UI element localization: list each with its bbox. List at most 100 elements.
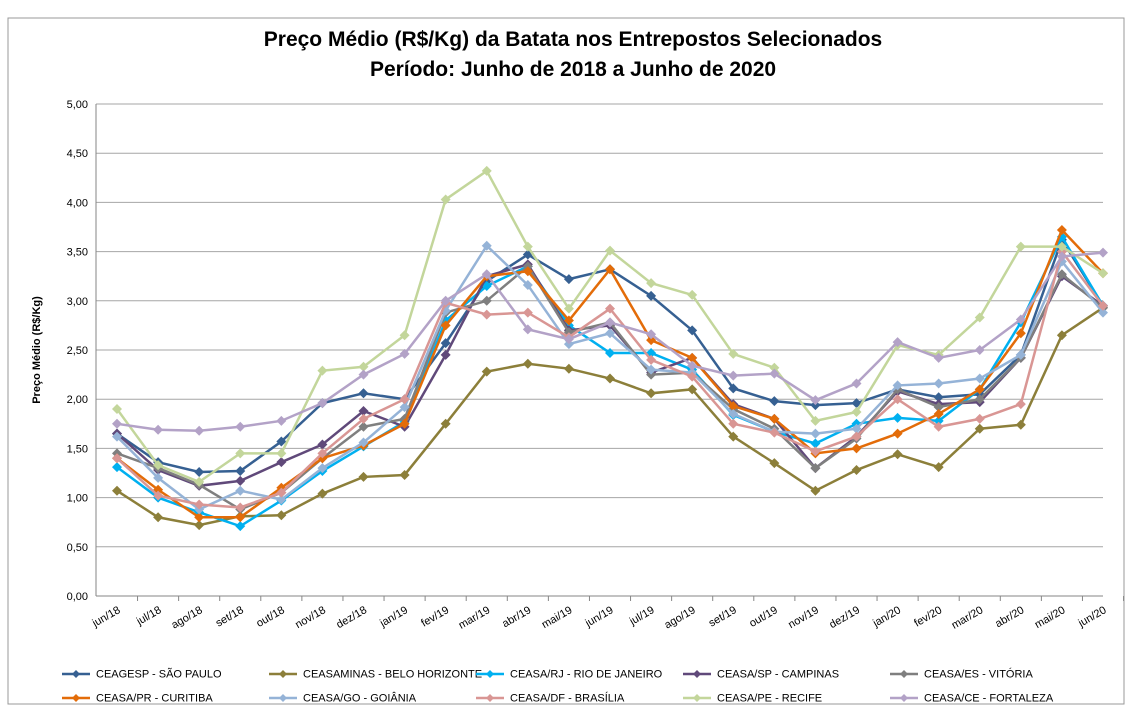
series-marker (194, 425, 205, 436)
series-marker (646, 329, 657, 340)
series-marker (522, 324, 533, 335)
legend-label: CEAGESP - SÃO PAULO (96, 668, 222, 681)
series-marker (605, 317, 615, 328)
series-marker (810, 446, 821, 457)
chart-title: Preço Médio (R$/Kg) da Batata nos Entrep… (264, 28, 882, 51)
series-marker (1056, 241, 1067, 252)
series-marker (194, 467, 205, 478)
legend-marker (486, 694, 494, 702)
series-marker (112, 462, 122, 473)
series-marker (933, 421, 944, 432)
series-marker (646, 388, 657, 399)
series-marker (1098, 300, 1108, 311)
series-marker (1015, 419, 1026, 430)
legend-label: CEASA/RJ - RIO DE JANEIRO (510, 669, 663, 681)
series-marker (399, 394, 410, 405)
legend-label: CEASA/ES - VITÓRIA (924, 668, 1033, 681)
series-marker (605, 245, 615, 256)
series-marker (235, 475, 246, 486)
series-marker (851, 431, 862, 442)
series-marker (440, 349, 451, 360)
y-tick-label: 0,00 (67, 591, 88, 603)
y-tick-label: 3,00 (67, 296, 88, 308)
legend-label: CEASA/SP - CAMPINAS (717, 669, 839, 681)
series-marker (440, 418, 451, 429)
series-marker (399, 402, 410, 413)
series-marker (687, 289, 698, 300)
y-tick-label: 2,50 (67, 345, 88, 357)
series-marker (481, 240, 492, 251)
series-marker (605, 303, 615, 314)
series-marker (933, 392, 944, 403)
series-marker (1015, 349, 1026, 360)
series-marker (112, 404, 122, 415)
series-marker (317, 365, 328, 376)
series-marker (194, 512, 205, 523)
series-marker (728, 348, 739, 359)
series-marker (933, 415, 944, 426)
series-marker (481, 295, 492, 306)
y-tick-label: 5,00 (67, 99, 88, 111)
series-marker (687, 352, 698, 363)
series-marker (522, 307, 533, 318)
series-marker (974, 413, 985, 424)
series-marker (1015, 241, 1026, 252)
series-marker (974, 345, 985, 355)
series-marker (1015, 399, 1026, 410)
series-marker (522, 280, 533, 291)
series-marker (687, 325, 698, 336)
y-tick-label: 1,50 (67, 443, 88, 455)
series-marker (810, 438, 821, 449)
series-marker (769, 396, 780, 407)
series-marker (522, 266, 533, 277)
legend-label: CEASA/CE - FORTALEZA (924, 693, 1054, 705)
series-marker (810, 463, 821, 474)
series-marker (1056, 330, 1067, 341)
series-marker (358, 406, 369, 417)
series-marker (153, 460, 164, 471)
legend-label: CEASA/DF - BRASÍLIA (510, 692, 625, 705)
series-marker (440, 194, 451, 205)
series-marker (810, 485, 821, 496)
series-marker (605, 264, 615, 275)
series-marker (728, 383, 739, 394)
series-marker (563, 363, 574, 374)
series-marker (276, 415, 287, 426)
series-marker (810, 395, 821, 406)
series-marker (235, 502, 246, 513)
series-marker (563, 334, 574, 345)
y-tick-label: 3,50 (67, 247, 88, 259)
series-marker (276, 436, 287, 447)
series-marker (317, 439, 328, 450)
series-marker (892, 412, 903, 423)
series-marker (851, 406, 862, 417)
series-marker (563, 274, 574, 285)
series-marker (974, 394, 985, 405)
series-marker (276, 487, 287, 498)
series-marker (235, 512, 246, 523)
series-marker (317, 398, 328, 409)
series-marker (974, 423, 985, 434)
series-marker (153, 490, 164, 501)
series-marker (933, 352, 944, 363)
series-marker (851, 378, 862, 389)
series-marker (358, 369, 369, 380)
y-axis-label: Preço Médio (R$/Kg) (31, 296, 43, 404)
series-marker (810, 415, 821, 426)
legend-marker (72, 694, 80, 702)
series-marker (276, 448, 287, 459)
series-marker (112, 485, 122, 496)
series-marker (153, 424, 164, 435)
legend-marker (72, 670, 80, 678)
series-marker (276, 494, 287, 505)
series-marker (440, 320, 451, 331)
y-tick-label: 4,50 (67, 148, 88, 160)
series-marker (1015, 328, 1026, 339)
series-marker (892, 449, 903, 460)
series-marker (399, 418, 410, 429)
series-marker (235, 521, 246, 532)
series-marker (235, 485, 246, 496)
series-marker (358, 361, 369, 372)
series-marker (933, 402, 944, 413)
